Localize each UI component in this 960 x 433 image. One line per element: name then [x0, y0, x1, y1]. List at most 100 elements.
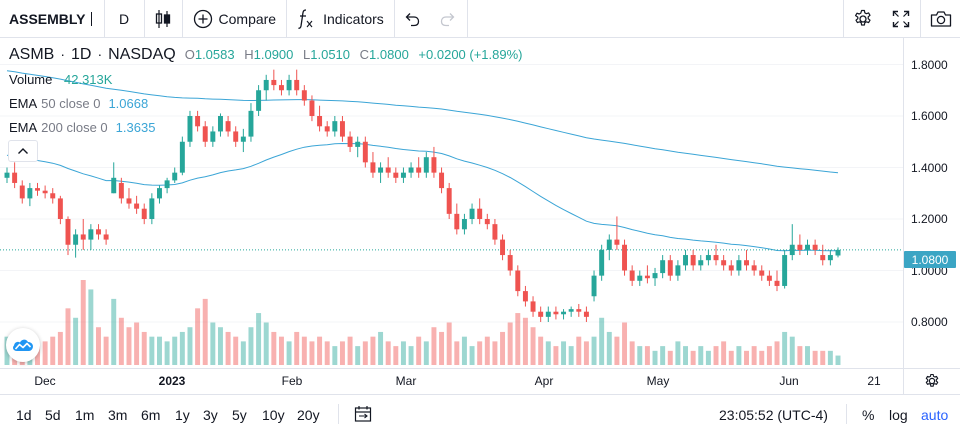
- legend-collapse-button[interactable]: [8, 140, 38, 162]
- candle-body: [652, 273, 658, 279]
- candle-body: [118, 182, 124, 199]
- ema50-legend[interactable]: EMA 50 close 0 1.0668: [9, 96, 148, 111]
- candle-body: [599, 249, 605, 276]
- fullscreen-button[interactable]: [882, 0, 920, 38]
- volume-bar: [65, 308, 71, 365]
- candle-body: [721, 260, 727, 266]
- price-chart[interactable]: [0, 38, 960, 368]
- undo-button[interactable]: [395, 0, 429, 38]
- candle-body: [705, 255, 711, 261]
- change-value: +0.0200 (+1.89%): [418, 47, 523, 62]
- volume-bar: [378, 331, 384, 365]
- candle-body: [637, 275, 643, 281]
- axis-settings-icon[interactable]: [924, 373, 940, 389]
- last-price-label: 1.0800: [904, 251, 956, 268]
- chart-settings-button[interactable]: [843, 0, 881, 38]
- range-button-5d[interactable]: 5d: [45, 407, 61, 423]
- candle-body: [248, 110, 254, 137]
- ema50-line: [6, 142, 838, 252]
- volume-bar: [256, 313, 262, 365]
- time-axis[interactable]: Dec 2023 Feb Mar Apr May Jun 21: [0, 368, 960, 395]
- low-label: L: [303, 47, 311, 62]
- volume-bar: [370, 336, 376, 365]
- candle-body: [416, 167, 422, 173]
- candle-body: [164, 180, 170, 189]
- chart-type-button[interactable]: [145, 0, 183, 38]
- candle-body: [507, 255, 513, 271]
- volume-bar: [805, 346, 810, 365]
- candle-body: [423, 157, 429, 173]
- volume-bar: [164, 341, 170, 365]
- indicators-button[interactable]: Indicators: [287, 0, 395, 38]
- ema200-legend[interactable]: EMA 200 close 0 1.3635: [9, 120, 155, 135]
- legend-exchange: NASDAQ: [108, 46, 176, 63]
- candle-body: [393, 172, 399, 178]
- compare-button[interactable]: Compare: [183, 0, 288, 38]
- range-button-6m[interactable]: 6m: [141, 407, 161, 423]
- candle-body: [713, 255, 719, 261]
- log-scale-toggle[interactable]: log: [889, 407, 908, 423]
- volume-bar: [530, 327, 536, 365]
- candles-icon: [155, 9, 171, 28]
- candle-body: [530, 301, 536, 312]
- range-button-1m[interactable]: 1m: [75, 407, 95, 423]
- candle-body: [263, 79, 269, 91]
- candle-body: [583, 311, 589, 317]
- candle-body: [766, 275, 772, 281]
- redo-button[interactable]: [429, 0, 468, 38]
- percent-scale-toggle[interactable]: %: [862, 407, 875, 423]
- ema50-value: 1.0668: [108, 96, 149, 111]
- volume-bar: [454, 341, 460, 365]
- candle-body: [103, 234, 109, 240]
- range-button-1d[interactable]: 1d: [16, 407, 32, 423]
- candle-body: [195, 116, 201, 127]
- symbol-search[interactable]: ASSEMBLY: [0, 0, 105, 38]
- volume-bar: [484, 336, 490, 365]
- candle-body: [576, 309, 582, 312]
- candle-body: [759, 270, 765, 276]
- candle-body: [65, 219, 71, 245]
- volume-bar: [111, 298, 117, 365]
- clock-timezone[interactable]: 23:05:52 (UTC-4): [719, 407, 828, 423]
- candle-body: [774, 280, 780, 286]
- range-button-3y[interactable]: 3y: [203, 407, 218, 423]
- candle-body: [431, 157, 437, 173]
- candle-body: [538, 311, 544, 317]
- tradingview-logo-button[interactable]: [6, 328, 40, 362]
- symbol-legend-row: ASMB · 1D · NASDAQ O1.0583 H1.0900 L1.05…: [9, 46, 529, 64]
- gear-icon: [854, 9, 871, 26]
- candle-body: [96, 229, 101, 235]
- calendar-range-icon[interactable]: [354, 405, 372, 423]
- volume-bar: [561, 341, 567, 365]
- range-button-10y[interactable]: 10y: [262, 407, 285, 423]
- candle-body: [683, 255, 689, 266]
- volume-bar: [141, 331, 147, 365]
- candle-body: [835, 249, 841, 256]
- time-tick-label: Mar: [395, 374, 417, 388]
- ema200-value: 1.3635: [115, 120, 156, 135]
- range-button-5y[interactable]: 5y: [232, 407, 247, 423]
- volume-bar: [835, 355, 841, 365]
- candle-body: [126, 198, 132, 204]
- range-button-1y[interactable]: 1y: [175, 407, 190, 423]
- candle-body: [690, 255, 696, 266]
- ema200-line: [6, 70, 839, 174]
- time-tick-label: Jun: [779, 374, 799, 388]
- volume-bar: [500, 331, 506, 365]
- interval-button[interactable]: D: [105, 0, 145, 38]
- auto-scale-toggle[interactable]: auto: [921, 407, 949, 423]
- candle-body: [789, 244, 795, 256]
- volume-legend[interactable]: Volume 42.313K: [9, 72, 112, 87]
- high-label: H: [244, 47, 254, 62]
- range-button-3m[interactable]: 3m: [108, 407, 128, 423]
- candle-body: [225, 121, 231, 132]
- range-button-20y[interactable]: 20y: [297, 407, 320, 423]
- snapshot-button[interactable]: [920, 0, 960, 38]
- price-tick-label: 1.8000: [911, 57, 948, 72]
- candle-body: [141, 208, 147, 219]
- candle-body: [812, 244, 818, 250]
- volume-bar: [660, 346, 666, 365]
- candle-body: [19, 185, 25, 199]
- low-value: 1.0510: [310, 47, 351, 62]
- candle-body: [240, 136, 246, 142]
